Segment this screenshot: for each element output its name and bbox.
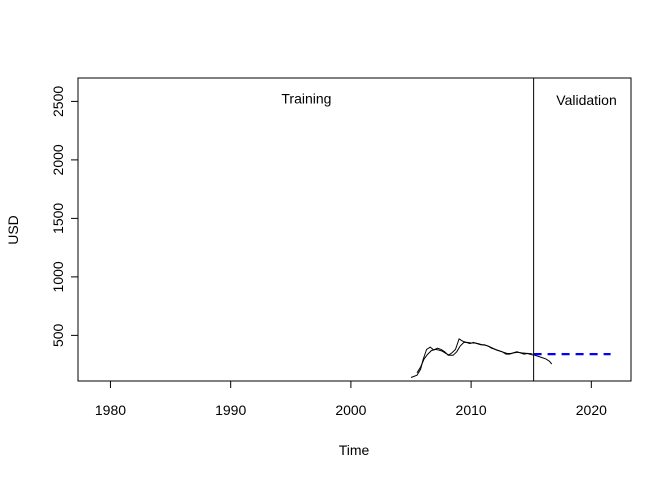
series-line-2 (416, 341, 533, 374)
x-tick-label: 1980 (95, 402, 126, 418)
y-tick-label: 2500 (50, 86, 66, 117)
y-axis-title: USD (5, 215, 21, 245)
y-tick-label: 500 (50, 323, 66, 347)
y-tick-label: 1000 (50, 261, 66, 292)
x-tick-label: 1990 (215, 402, 246, 418)
annotations: Training Validation (281, 91, 616, 108)
annotation-training: Training (281, 91, 331, 107)
x-axis: 1980 1990 2000 2010 2020 (95, 381, 607, 418)
y-tick-label: 2000 (50, 144, 66, 175)
series-layer (410, 338, 611, 378)
y-tick-label: 1500 (50, 203, 66, 234)
y-axis: 500 1000 1500 2000 2500 (50, 86, 78, 347)
plot-frame (77, 77, 632, 382)
x-tick-label: 2010 (456, 402, 487, 418)
x-tick-label: 2020 (576, 402, 607, 418)
annotation-validation: Validation (556, 92, 616, 108)
x-axis-title: Time (339, 442, 370, 458)
x-tick-label: 2000 (335, 402, 366, 418)
